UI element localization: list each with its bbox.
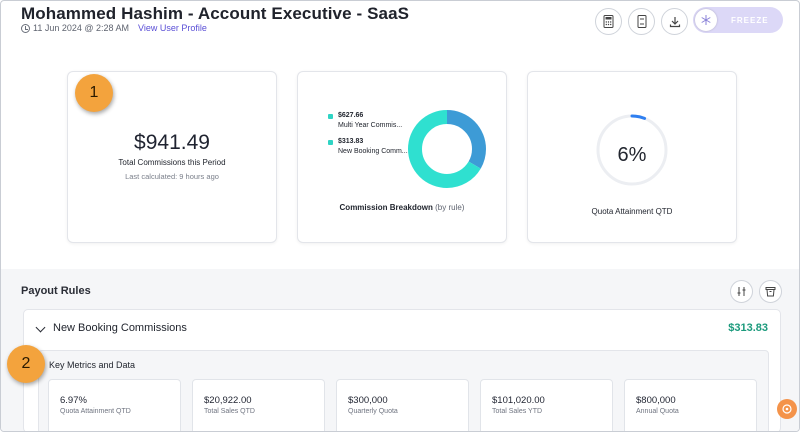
total-commissions-amount: $941.49	[134, 131, 210, 154]
metric-card: $101,020.00 Total Sales YTD	[480, 379, 613, 431]
help-icon	[782, 404, 792, 414]
breakdown-label: Commission Breakdown	[339, 203, 433, 212]
snowflake-icon	[701, 15, 711, 25]
trash-icon	[765, 287, 776, 297]
callout-badge-1: 1	[75, 74, 113, 112]
commission-breakdown-title: Commission Breakdown (by rule)	[298, 203, 506, 212]
calculator-button[interactable]	[595, 8, 622, 35]
clock-icon	[21, 23, 30, 33]
freeze-label: FREEZE	[731, 15, 769, 25]
metric-label: Total Sales YTD	[492, 408, 543, 415]
quota-attainment-label: Quota Attainment QTD	[591, 207, 673, 216]
commission-donut-chart	[408, 110, 486, 188]
header-subline: 11 Jun 2024 @ 2:28 AM View User Profile	[21, 23, 207, 33]
payout-rules-title: Payout Rules	[21, 285, 91, 297]
metric-value: $800,000	[636, 395, 676, 406]
metric-label: Total Sales QTD	[204, 408, 255, 415]
metric-label: Annual Quota	[636, 408, 679, 415]
quota-progress-arc	[596, 114, 668, 186]
filter-button[interactable]	[730, 280, 753, 303]
quota-attainment-value: 6%	[617, 144, 647, 166]
freeze-toggle-knob	[695, 9, 717, 31]
metric-label: Quota Attainment QTD	[60, 408, 131, 415]
help-button[interactable]	[777, 399, 797, 419]
key-metrics-title: Key Metrics and Data	[49, 360, 136, 370]
legend-item-multi-year: $627.66 Multi Year Commis...	[328, 112, 402, 129]
metric-value: 6.97%	[60, 395, 87, 406]
quota-attainment-card: 6% Quota Attainment QTD	[527, 71, 737, 243]
download-icon	[669, 16, 680, 27]
payout-rule-panel: New Booking Commissions $313.83 Key Metr…	[23, 309, 781, 431]
donut-slice-0	[408, 110, 486, 188]
payout-rule-name[interactable]: New Booking Commissions	[53, 322, 187, 334]
metric-value: $101,020.00	[492, 395, 545, 406]
freeze-toggle[interactable]: FREEZE	[693, 7, 783, 33]
legend-amount: $627.66	[338, 112, 364, 119]
metric-value: $300,000	[348, 395, 388, 406]
legend-amount: $313.83	[338, 138, 364, 145]
total-commissions-label: Total Commissions this Period	[118, 158, 226, 167]
view-user-profile-link[interactable]: View User Profile	[138, 23, 207, 33]
download-button[interactable]	[661, 8, 688, 35]
breakdown-label-suffix: (by rule)	[435, 203, 465, 212]
payout-rule-amount: $313.83	[728, 322, 768, 334]
legend-item-new-booking: $313.83 New Booking Comm...	[328, 138, 408, 155]
delete-button[interactable]	[759, 280, 782, 303]
commission-breakdown-card: $627.66 Multi Year Commis... $313.83 New…	[297, 71, 507, 243]
legend-swatch	[328, 140, 333, 145]
metric-card: $800,000 Annual Quota	[624, 379, 757, 431]
legend-name: New Booking Comm...	[338, 148, 408, 155]
chevron-down-icon[interactable]	[35, 322, 46, 333]
calculator-icon	[603, 15, 614, 28]
metric-card: 6.97% Quota Attainment QTD	[48, 379, 181, 431]
statement-button[interactable]	[628, 8, 655, 35]
last-updated-timestamp: 11 Jun 2024 @ 2:28 AM	[33, 23, 130, 33]
metric-label: Quarterly Quota	[348, 408, 398, 415]
metric-card: $20,922.00 Total Sales QTD	[192, 379, 325, 431]
total-commissions-card: $941.49 Total Commissions this Period La…	[67, 71, 277, 243]
legend-name: Multi Year Commis...	[338, 122, 403, 129]
metric-value: $20,922.00	[204, 395, 252, 406]
legend-swatch	[328, 114, 333, 119]
quota-progress-ring	[596, 114, 668, 186]
page-title: Mohammed Hashim - Account Executive - Sa…	[21, 4, 410, 23]
metric-card: $300,000 Quarterly Quota	[336, 379, 469, 431]
key-metrics-box: Key Metrics and Data 6.97% Quota Attainm…	[38, 350, 769, 431]
sliders-icon	[737, 287, 746, 296]
sheet-icon	[637, 15, 646, 28]
callout-badge-2: 2	[7, 345, 45, 383]
last-calculated-text: Last calculated: 9 hours ago	[125, 172, 219, 181]
